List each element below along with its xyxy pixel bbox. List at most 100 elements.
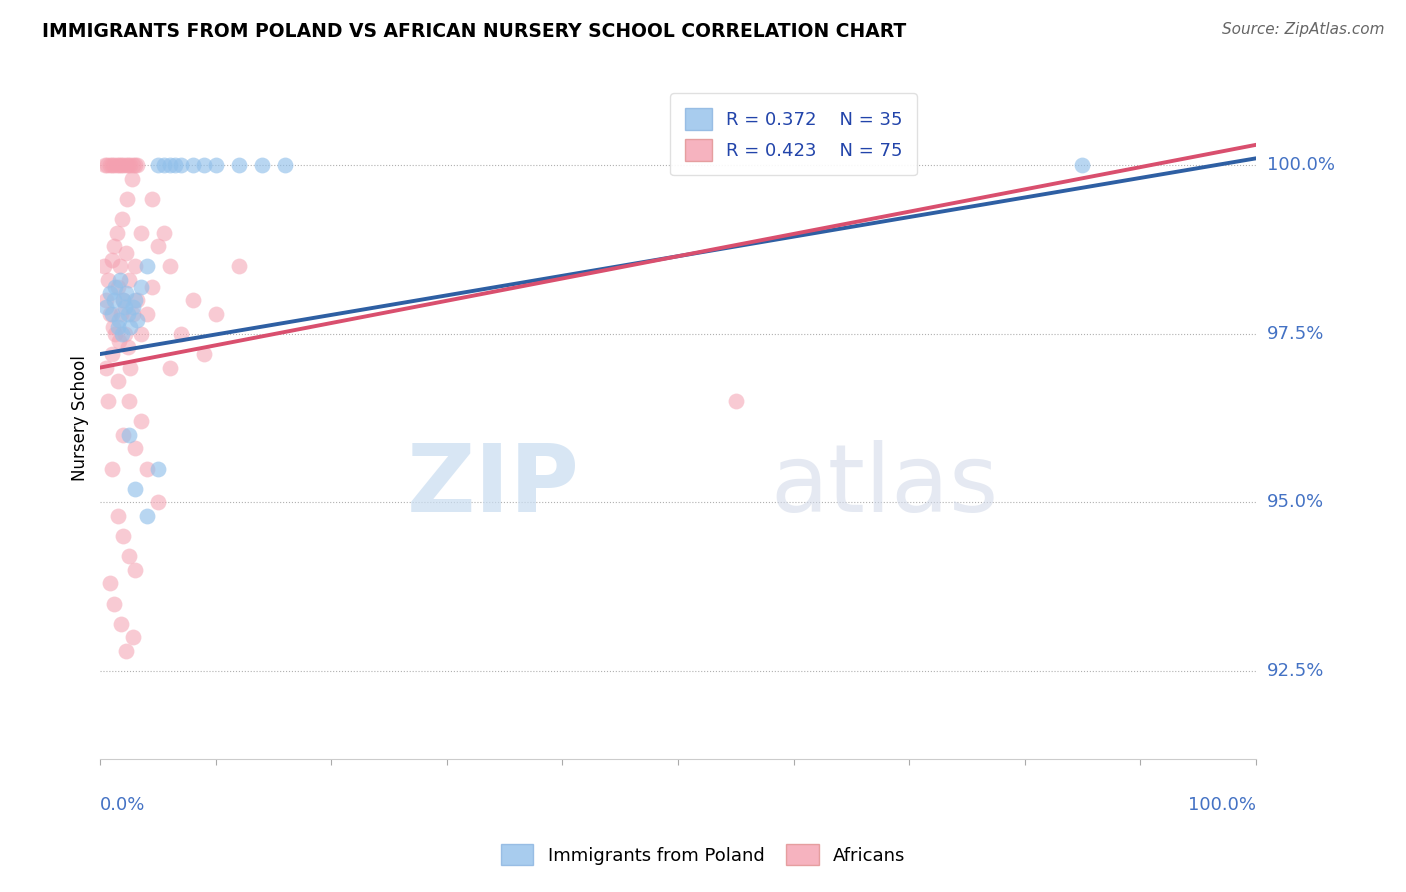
Text: Source: ZipAtlas.com: Source: ZipAtlas.com bbox=[1222, 22, 1385, 37]
Point bbox=[94, 360, 117, 375]
Text: IMMIGRANTS FROM POLAND VS AFRICAN NURSERY SCHOOL CORRELATION CHART: IMMIGRANTS FROM POLAND VS AFRICAN NURSER… bbox=[42, 22, 907, 41]
Point bbox=[124, 442, 146, 456]
Point bbox=[146, 239, 169, 253]
Point bbox=[103, 597, 125, 611]
Point bbox=[103, 293, 125, 307]
Point bbox=[124, 293, 146, 307]
Point bbox=[724, 394, 747, 409]
Text: atlas: atlas bbox=[770, 441, 998, 533]
Point bbox=[135, 260, 157, 274]
Point bbox=[274, 158, 297, 172]
Point bbox=[108, 260, 131, 274]
Point bbox=[146, 461, 169, 475]
Point bbox=[141, 192, 163, 206]
Point bbox=[105, 158, 128, 172]
Point bbox=[104, 279, 127, 293]
Point bbox=[159, 158, 181, 172]
Point bbox=[120, 360, 142, 375]
Point bbox=[146, 158, 169, 172]
Point bbox=[114, 286, 136, 301]
Point bbox=[124, 260, 146, 274]
Point bbox=[193, 158, 215, 172]
Point bbox=[97, 273, 120, 287]
Point bbox=[98, 576, 121, 591]
Point bbox=[104, 326, 127, 341]
Point bbox=[107, 279, 129, 293]
Point bbox=[129, 415, 152, 429]
Point bbox=[117, 340, 139, 354]
Point bbox=[135, 307, 157, 321]
Point bbox=[250, 158, 273, 172]
Text: 100.0%: 100.0% bbox=[1267, 156, 1334, 174]
Point bbox=[124, 158, 146, 172]
Point bbox=[114, 326, 136, 341]
Point bbox=[1071, 158, 1094, 172]
Point bbox=[127, 158, 149, 172]
Point bbox=[129, 326, 152, 341]
Point bbox=[97, 394, 120, 409]
Point bbox=[135, 508, 157, 523]
Point bbox=[153, 158, 176, 172]
Point bbox=[117, 307, 139, 321]
Point bbox=[124, 482, 146, 496]
Point bbox=[108, 313, 131, 327]
Point bbox=[165, 158, 187, 172]
Point bbox=[112, 428, 135, 442]
Point bbox=[205, 307, 228, 321]
Point bbox=[96, 158, 118, 172]
Point bbox=[228, 260, 250, 274]
Point bbox=[121, 307, 143, 321]
Point bbox=[98, 286, 121, 301]
Point bbox=[101, 347, 124, 361]
Point bbox=[101, 307, 124, 321]
Point bbox=[170, 326, 193, 341]
Point bbox=[118, 549, 141, 564]
Point bbox=[118, 394, 141, 409]
Point bbox=[107, 374, 129, 388]
Point bbox=[159, 360, 181, 375]
Point bbox=[121, 171, 143, 186]
Point bbox=[127, 313, 149, 327]
Point bbox=[121, 631, 143, 645]
Point bbox=[205, 158, 228, 172]
Point bbox=[111, 212, 134, 227]
Point bbox=[114, 158, 136, 172]
Point bbox=[108, 158, 131, 172]
Text: 100.0%: 100.0% bbox=[1188, 797, 1256, 814]
Point bbox=[105, 226, 128, 240]
Point bbox=[121, 158, 143, 172]
Point bbox=[112, 293, 135, 307]
Point bbox=[121, 300, 143, 314]
Point bbox=[107, 508, 129, 523]
Point bbox=[181, 293, 204, 307]
Text: 97.5%: 97.5% bbox=[1267, 325, 1324, 343]
Text: 92.5%: 92.5% bbox=[1267, 662, 1324, 680]
Point bbox=[94, 300, 117, 314]
Point bbox=[111, 326, 134, 341]
Point bbox=[146, 495, 169, 509]
Point bbox=[129, 226, 152, 240]
Point bbox=[110, 158, 132, 172]
Point bbox=[127, 293, 149, 307]
Point bbox=[120, 158, 142, 172]
Point bbox=[101, 461, 124, 475]
Point bbox=[112, 158, 135, 172]
Point bbox=[108, 273, 131, 287]
Point bbox=[153, 226, 176, 240]
Point bbox=[135, 461, 157, 475]
Point bbox=[98, 158, 121, 172]
Point bbox=[93, 260, 115, 274]
Point bbox=[107, 320, 129, 334]
Text: 0.0%: 0.0% bbox=[100, 797, 146, 814]
Point bbox=[228, 158, 250, 172]
Point bbox=[114, 245, 136, 260]
Point bbox=[117, 158, 139, 172]
Point bbox=[101, 158, 124, 172]
Point bbox=[193, 347, 215, 361]
Point bbox=[159, 260, 181, 274]
Point bbox=[101, 252, 124, 267]
Legend: R = 0.372    N = 35, R = 0.423    N = 75: R = 0.372 N = 35, R = 0.423 N = 75 bbox=[671, 94, 917, 175]
Text: ZIP: ZIP bbox=[406, 441, 579, 533]
Point bbox=[103, 158, 125, 172]
Point bbox=[108, 334, 131, 348]
